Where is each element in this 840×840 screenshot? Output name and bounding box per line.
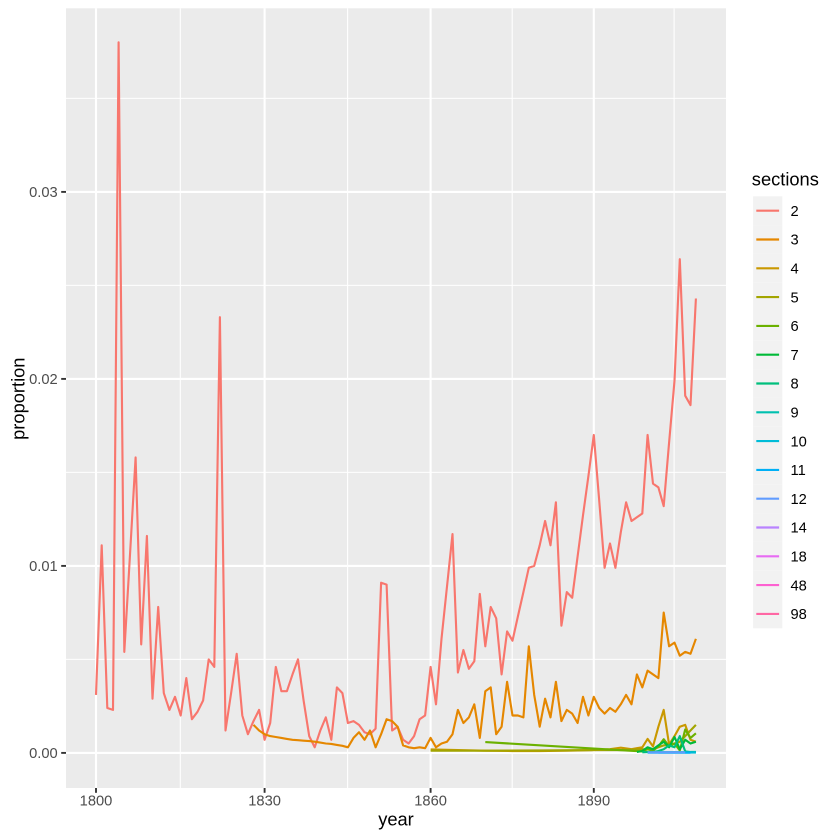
svg-text:9: 9 [791, 406, 799, 422]
svg-text:6: 6 [791, 319, 799, 335]
svg-text:0.03: 0.03 [29, 185, 58, 201]
svg-text:12: 12 [791, 492, 807, 508]
svg-text:2: 2 [791, 204, 799, 220]
svg-text:0.01: 0.01 [29, 559, 58, 575]
svg-text:1890: 1890 [577, 794, 610, 810]
svg-text:14: 14 [791, 521, 807, 537]
svg-text:0.02: 0.02 [29, 372, 58, 388]
svg-text:year: year [378, 809, 414, 830]
svg-text:3: 3 [791, 233, 799, 249]
svg-text:1830: 1830 [248, 794, 281, 810]
svg-text:18: 18 [791, 550, 807, 566]
svg-text:48: 48 [791, 578, 807, 594]
svg-text:5: 5 [791, 290, 799, 306]
svg-text:10: 10 [791, 434, 807, 450]
svg-text:sections: sections [752, 169, 819, 190]
svg-text:7: 7 [791, 348, 799, 364]
svg-text:proportion: proportion [8, 358, 29, 440]
svg-text:1800: 1800 [80, 794, 113, 810]
svg-text:4: 4 [791, 262, 799, 278]
svg-text:0.00: 0.00 [29, 746, 58, 762]
svg-text:98: 98 [791, 607, 807, 623]
svg-text:8: 8 [791, 377, 799, 393]
svg-text:11: 11 [791, 463, 806, 479]
svg-text:1860: 1860 [414, 794, 447, 810]
